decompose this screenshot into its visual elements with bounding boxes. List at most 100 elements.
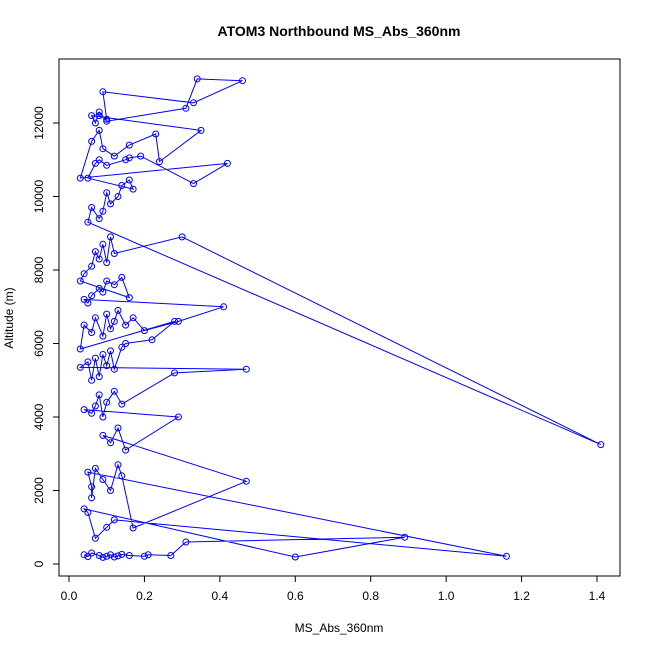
data-point bbox=[597, 441, 605, 449]
data-point bbox=[84, 509, 92, 516]
data-point bbox=[110, 152, 118, 160]
data-point bbox=[103, 115, 111, 123]
data-point bbox=[99, 288, 107, 296]
data-point bbox=[401, 533, 409, 541]
data-point bbox=[91, 159, 99, 167]
data-point bbox=[80, 270, 88, 278]
data-point bbox=[95, 391, 103, 399]
data-point bbox=[88, 262, 96, 270]
data-point bbox=[80, 295, 88, 303]
data-point bbox=[99, 145, 107, 153]
data-point bbox=[190, 180, 197, 188]
data-point bbox=[118, 343, 126, 351]
data-point bbox=[91, 464, 99, 472]
data-point bbox=[110, 281, 118, 289]
data-point bbox=[190, 99, 197, 107]
data-point bbox=[197, 126, 205, 134]
data-point bbox=[110, 516, 118, 524]
data-point bbox=[91, 534, 99, 542]
data-point bbox=[84, 218, 92, 226]
data-point bbox=[91, 402, 99, 410]
data-point bbox=[88, 549, 96, 557]
data-point bbox=[239, 77, 246, 85]
data-point bbox=[95, 112, 103, 120]
data-point bbox=[137, 152, 145, 160]
data-point bbox=[95, 373, 103, 381]
y-tick-label: 6000 bbox=[32, 330, 46, 357]
data-point bbox=[95, 156, 103, 164]
x-tick-label: 0.6 bbox=[287, 589, 304, 603]
series-line bbox=[78, 78, 602, 558]
data-point bbox=[88, 329, 96, 336]
data-point bbox=[125, 154, 133, 162]
data-point bbox=[118, 550, 126, 558]
data-point bbox=[91, 119, 99, 127]
data-point bbox=[140, 327, 148, 335]
y-axis: 0 2000 4000 6000 8000 10000 12000 bbox=[32, 106, 60, 567]
data-point bbox=[503, 552, 510, 560]
data-point bbox=[118, 182, 126, 189]
data-point bbox=[140, 552, 148, 560]
data-point bbox=[110, 365, 118, 373]
data-point bbox=[125, 141, 133, 149]
y-tick-label: 10000 bbox=[32, 179, 46, 213]
data-point bbox=[171, 317, 179, 325]
data-point bbox=[107, 325, 114, 333]
data-point bbox=[99, 240, 107, 248]
data-point bbox=[99, 207, 107, 215]
data-point bbox=[88, 376, 96, 384]
data-point bbox=[107, 347, 114, 355]
data-point bbox=[114, 461, 122, 469]
data-point bbox=[178, 233, 186, 241]
data-point bbox=[114, 193, 122, 200]
data-point bbox=[80, 406, 88, 414]
data-point bbox=[95, 126, 103, 134]
data-point bbox=[125, 176, 133, 184]
data-point bbox=[129, 185, 137, 193]
x-tick-label: 1.4 bbox=[589, 589, 606, 603]
data-point bbox=[144, 551, 152, 559]
y-tick-label: 4000 bbox=[32, 403, 46, 430]
data-point bbox=[88, 292, 96, 300]
data-point bbox=[122, 446, 130, 454]
data-point bbox=[110, 553, 118, 561]
data-point bbox=[107, 487, 114, 494]
data-point bbox=[114, 552, 122, 560]
data-point bbox=[91, 354, 99, 362]
data-point bbox=[107, 439, 114, 447]
data-point bbox=[76, 174, 84, 182]
data-point bbox=[103, 259, 111, 267]
data-point bbox=[174, 413, 182, 421]
data-point bbox=[103, 189, 111, 197]
data-point bbox=[91, 248, 99, 256]
data-point bbox=[88, 204, 96, 211]
data-point bbox=[220, 303, 228, 311]
data-point bbox=[76, 345, 84, 353]
chart-title: ATOM3 Northbound MS_Abs_360nm bbox=[218, 23, 461, 39]
data-point bbox=[242, 477, 250, 485]
data-point bbox=[103, 310, 111, 318]
data-point bbox=[103, 523, 111, 531]
data-point bbox=[99, 553, 107, 561]
data-point bbox=[103, 362, 111, 370]
data-point bbox=[76, 277, 84, 285]
data-point bbox=[95, 552, 103, 559]
y-tick-label: 0 bbox=[32, 560, 46, 567]
data-point bbox=[95, 255, 103, 263]
y-tick-label: 8000 bbox=[32, 256, 46, 283]
series-layer bbox=[76, 75, 605, 561]
data-point bbox=[125, 552, 133, 559]
data-point bbox=[84, 174, 92, 182]
data-point bbox=[99, 351, 107, 358]
data-point bbox=[84, 468, 92, 476]
x-axis-label: MS_Abs_360nm bbox=[295, 621, 384, 635]
data-point bbox=[148, 336, 156, 344]
x-tick-label: 1.2 bbox=[513, 589, 530, 603]
data-point bbox=[95, 284, 103, 292]
data-point bbox=[95, 108, 103, 116]
x-tick-label: 0.8 bbox=[362, 589, 379, 603]
data-point bbox=[103, 117, 111, 125]
data-point bbox=[193, 75, 201, 83]
data-point bbox=[80, 551, 88, 559]
data-point bbox=[129, 314, 137, 322]
